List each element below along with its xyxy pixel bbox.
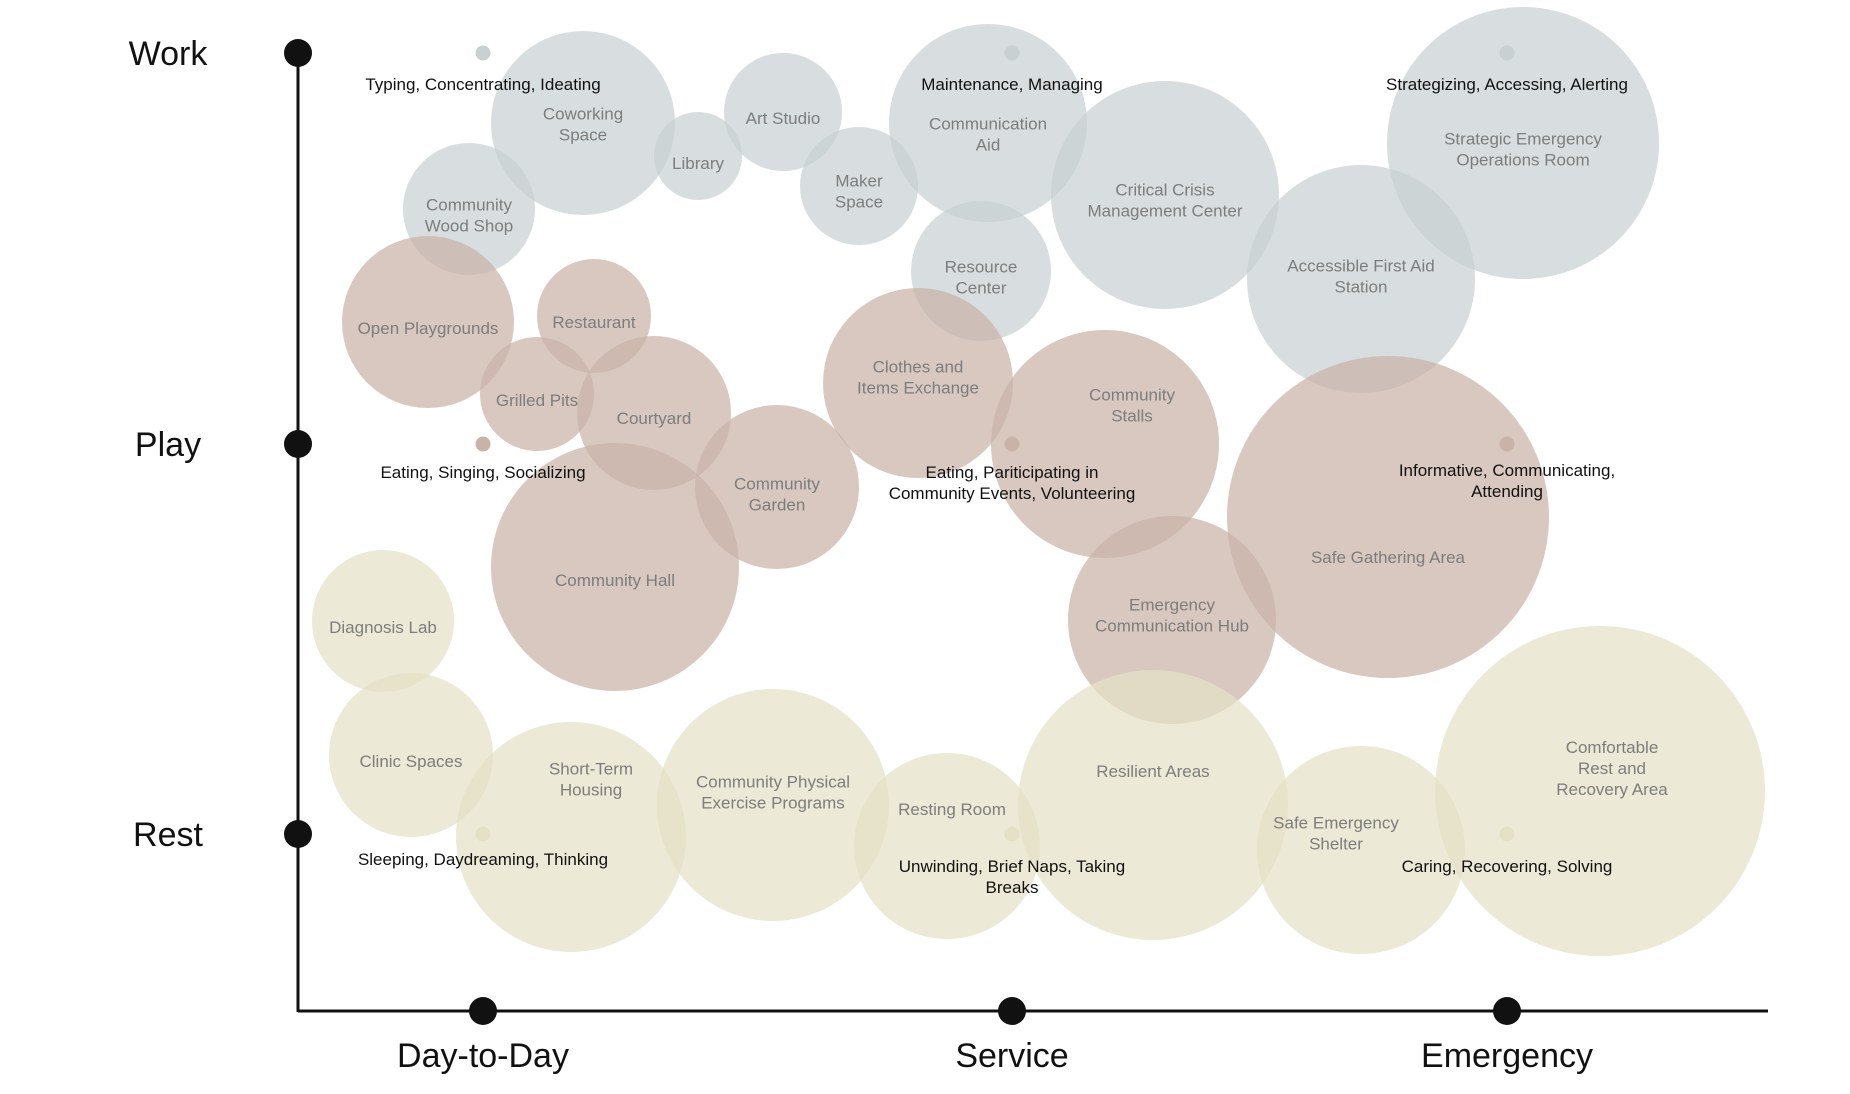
bubble-label-accessible-first-aid-station: Accessible First Aid Station <box>1287 257 1434 297</box>
bubble-label-maker-space: Maker Space <box>835 172 883 212</box>
activity-dot-work-service <box>1004 45 1020 61</box>
bubble-label-comfortable-rest-and-recovery-area: Comfortable Rest and Recovery Area <box>1556 738 1668 799</box>
bubble-label-critical-crisis-management-center: Critical Crisis Management Center <box>1088 181 1243 221</box>
bubble-community-physical-exercise-programs <box>657 689 889 921</box>
bubble-art-studio <box>724 53 842 171</box>
bubble-label-clinic-spaces: Clinic Spaces <box>360 752 463 771</box>
bubble-label-resource-center: Resource Center <box>945 258 1018 298</box>
x-axis-label-day-to-day: Day-to-Day <box>397 1037 569 1075</box>
bubble-resilient-areas <box>1018 670 1288 940</box>
activity-dot-rest-day-to-day <box>475 826 491 842</box>
bubble-label-coworking-space: Coworking Space <box>543 105 623 145</box>
bubble-label-clothes-and-items-exchange: Clothes and Items Exchange <box>857 358 979 398</box>
y-axis-label-work: Work <box>129 35 209 73</box>
bubble-community-hall <box>491 443 739 691</box>
bubble-label-community-garden: Community Garden <box>734 475 820 515</box>
bubble-label-courtyard: Courtyard <box>617 409 692 428</box>
activity-label-work-service: Maintenance, Managing <box>921 75 1102 94</box>
bubble-library <box>654 112 742 200</box>
y-axis-label-play: Play <box>135 426 201 464</box>
activity-label-work-emergency: Strategizing, Accessing, Alerting <box>1386 75 1628 94</box>
bubble-strategic-emergency-operations-room <box>1387 7 1659 279</box>
bubble-label-emergency-communication-hub: Emergency Communication Hub <box>1095 596 1249 636</box>
bubble-safe-gathering-area <box>1227 356 1549 678</box>
activity-label-play-day-to-day: Eating, Singing, Socializing <box>380 463 585 482</box>
activity-label-work-day-to-day: Typing, Concentrating, Ideating <box>365 75 600 94</box>
y-axis-label-rest: Rest <box>133 816 203 854</box>
bubble-comfortable-rest-and-recovery-area <box>1435 626 1765 956</box>
bubble-resting-room <box>854 753 1040 939</box>
bubble-coworking-space <box>491 31 675 215</box>
bubble-label-community-stalls: Community Stalls <box>1089 386 1175 426</box>
bubble-clothes-and-items-exchange <box>823 288 1013 478</box>
bubble-label-communication-aid: Communication Aid <box>929 115 1047 155</box>
bubble-community-garden <box>695 405 859 569</box>
axes-layer: Rest Play Work Day-to-Day Service Emergency <box>129 35 1768 1075</box>
activity-dot-play-day-to-day <box>475 436 491 452</box>
x-axis-marker-service <box>998 997 1026 1025</box>
bubble-critical-crisis-management-center <box>1051 81 1279 309</box>
bubble-label-community-hall: Community Hall <box>555 571 675 590</box>
x-axis-marker-day-to-day <box>469 997 497 1025</box>
bubble-clinic-spaces <box>329 673 493 837</box>
bubble-label-grilled-pits: Grilled Pits <box>496 391 578 410</box>
bubble-label-safe-emergency-shelter: Safe Emergency Shelter <box>1273 814 1399 854</box>
activity-dot-work-emergency <box>1499 45 1515 61</box>
activity-dot-play-service <box>1004 436 1020 452</box>
space-labels-layer: Coworking Space Community Wood Shop Library A… <box>329 105 1668 854</box>
activity-label-rest-day-to-day: Sleeping, Daydreaming, Thinking <box>358 850 608 869</box>
activity-dots-layer <box>475 45 1515 842</box>
x-axis-marker-emergency <box>1493 997 1521 1025</box>
y-axis-marker-work <box>284 39 312 67</box>
bubble-label-community-wood-shop: Community Wood Shop <box>425 196 514 236</box>
bubble-communication-aid <box>889 24 1087 222</box>
bubble-community-stalls <box>991 330 1219 558</box>
x-axis-label-service: Service <box>955 1037 1068 1075</box>
bubble-label-restaurant: Restaurant <box>552 313 635 332</box>
bubble-maker-space <box>800 127 918 245</box>
bubble-short-term-housing <box>456 722 686 952</box>
activity-label-play-service: Eating, Pariticipating in Community Event… <box>889 463 1136 503</box>
activity-dot-work-day-to-day <box>475 45 491 61</box>
activity-dot-rest-emergency <box>1499 826 1515 842</box>
bubble-accessible-first-aid-station <box>1247 165 1475 393</box>
bubble-diagnosis-lab <box>312 550 454 692</box>
bubble-label-community-physical-exercise-programs: Community Physical Exercise Programs <box>696 773 850 813</box>
space-bubbles-layer <box>312 7 1765 956</box>
bubble-label-library: Library <box>672 154 724 173</box>
activity-dot-play-emergency <box>1499 436 1515 452</box>
activity-label-rest-service: Unwinding, Brief Naps, Taking Breaks <box>899 857 1125 897</box>
bubble-label-art-studio: Art Studio <box>746 109 821 128</box>
bubble-grilled-pits <box>480 337 594 451</box>
bubble-label-diagnosis-lab: Diagnosis Lab <box>329 618 437 637</box>
y-axis-marker-play <box>284 430 312 458</box>
bubble-open-playgrounds <box>342 236 514 408</box>
activity-dot-rest-service <box>1004 826 1020 842</box>
activity-labels-layer: Typing, Concentrating, Ideating Maintenan… <box>358 75 1628 897</box>
activity-label-play-emergency: Informative, Communicating, Attending <box>1399 461 1615 501</box>
bubble-label-strategic-emergency-operations-room: Strategic Emergency Operations Room <box>1444 130 1602 170</box>
bubble-label-resilient-areas: Resilient Areas <box>1096 762 1209 781</box>
bubble-label-open-playgrounds: Open Playgrounds <box>358 319 499 338</box>
bubble-label-resting-room: Resting Room <box>898 800 1006 819</box>
bubble-label-safe-gathering-area: Safe Gathering Area <box>1311 548 1466 567</box>
x-axis-label-emergency: Emergency <box>1421 1037 1593 1075</box>
bubble-emergency-communication-hub <box>1068 516 1276 724</box>
bubble-safe-emergency-shelter <box>1257 746 1465 954</box>
activity-label-rest-emergency: Caring, Recovering, Solving <box>1402 857 1613 876</box>
bubble-label-short-term-housing: Short-Term Housing <box>549 760 633 800</box>
y-axis-marker-rest <box>284 820 312 848</box>
